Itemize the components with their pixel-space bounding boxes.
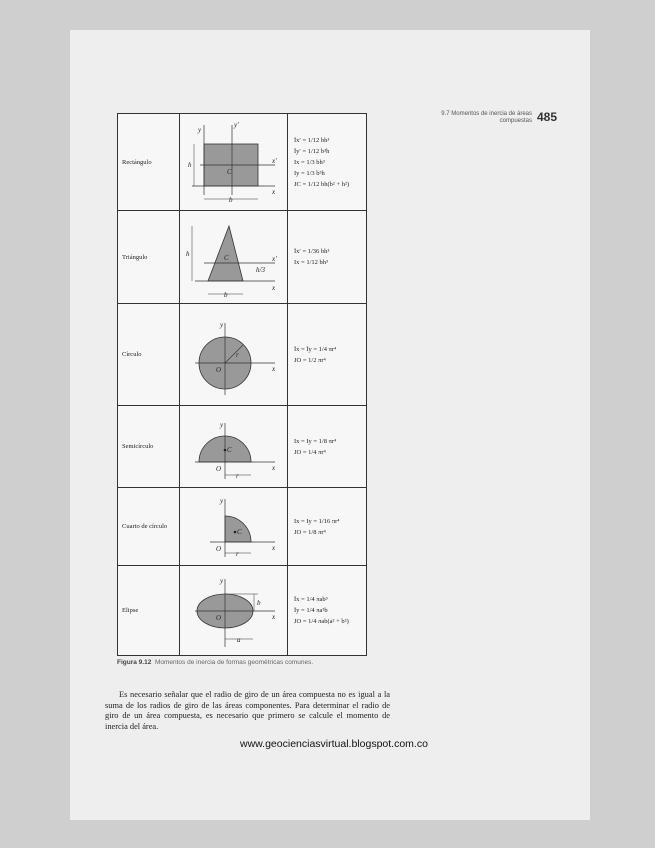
formula: Ix = 1/3 bh³ xyxy=(294,158,325,166)
svg-text:x′: x′ xyxy=(271,255,277,263)
svg-text:O: O xyxy=(216,366,221,374)
running-header: 9.7 Momentos de inercia de áreas compues… xyxy=(441,111,532,124)
svg-text:y: y xyxy=(219,321,224,329)
caption-text: Momentos de inercia de formas geométrica… xyxy=(154,659,314,666)
formulas: Īx′ = 1/12 bh³ Īy′ = 1/12 b³h Ix = 1/3 bh³… xyxy=(287,113,367,211)
svg-text:x: x xyxy=(271,544,276,552)
shape-name: Rectángulo xyxy=(117,113,180,211)
svg-text:C: C xyxy=(237,528,242,536)
svg-text:y: y xyxy=(219,577,224,585)
svg-text:x: x xyxy=(271,464,276,472)
svg-text:x′: x′ xyxy=(271,157,277,165)
figure-caption: Figura 9.12 Momentos de inercia de forma… xyxy=(117,659,313,666)
formula: Ix = 1/12 bh³ xyxy=(294,259,328,266)
svg-text:y: y xyxy=(197,126,202,134)
svg-text:x: x xyxy=(271,188,276,196)
formula: Īx′ = 1/12 bh³ xyxy=(294,136,330,144)
shape-name: Círculo xyxy=(117,303,180,406)
shape-name: Cuarto de círculo xyxy=(117,487,180,566)
formulas: Ix = Iy = 1/16 πr⁴ JO = 1/8 πr⁴ xyxy=(287,487,367,566)
formula: Īx = 1/4 πab³ xyxy=(294,596,328,603)
formula: JO = 1/4 πab(a² + b²) xyxy=(294,618,349,625)
formula: JO = 1/8 πr⁴ xyxy=(294,528,326,536)
formula: JO = 1/2 πr⁴ xyxy=(294,356,326,364)
formula: Īy = 1/4 πa³b xyxy=(294,607,328,614)
svg-text:r: r xyxy=(236,472,239,480)
svg-text:C: C xyxy=(227,168,232,176)
svg-text:h: h xyxy=(188,161,192,169)
svg-text:x: x xyxy=(271,365,276,373)
svg-text:a: a xyxy=(237,636,241,644)
svg-text:O: O xyxy=(216,614,221,622)
shape-name: Semicírculo xyxy=(117,405,180,488)
formulas: Ix = Iy = 1/8 πr⁴ JO = 1/4 πr⁴ xyxy=(287,405,367,488)
shape-name: Elipse xyxy=(117,565,180,656)
formulas: Īx = Īy = 1/4 πr⁴ JO = 1/2 πr⁴ xyxy=(287,303,367,406)
formula: JC = 1/12 bh(b² + h²) xyxy=(294,180,350,188)
caption-label: Figura 9.12 xyxy=(117,659,152,666)
svg-text:y: y xyxy=(219,497,224,505)
svg-text:x: x xyxy=(271,613,276,621)
svg-text:b: b xyxy=(257,599,261,607)
formulas: Īx = 1/4 πab³ Īy = 1/4 πa³b JO = 1/4 πab(a… xyxy=(287,565,367,656)
formula: Ix = Iy = 1/16 πr⁴ xyxy=(294,517,340,525)
svg-text:x: x xyxy=(271,284,276,292)
svg-text:r: r xyxy=(236,550,239,558)
formula: Īx = Īy = 1/4 πr⁴ xyxy=(294,345,337,353)
body-paragraph: Es necesario señalar que el radio de gir… xyxy=(105,690,390,731)
svg-text:O: O xyxy=(216,545,221,553)
formula: Īy′ = 1/12 b³h xyxy=(294,147,330,155)
watermark-url: www.geocienciasvirtual.blogspot.com.co xyxy=(240,738,428,750)
svg-text:C: C xyxy=(224,254,229,262)
formula: Ix = Iy = 1/8 πr⁴ xyxy=(294,437,337,445)
svg-text:y′: y′ xyxy=(233,121,239,129)
svg-text:O: O xyxy=(216,465,221,473)
formula: Īx′ = 1/36 bh³ xyxy=(294,248,330,255)
page-number: 485 xyxy=(537,110,558,124)
svg-text:h: h xyxy=(186,250,190,258)
svg-text:r: r xyxy=(236,351,239,359)
svg-text:h/3: h/3 xyxy=(256,266,265,274)
shape-name: Triángulo xyxy=(117,210,180,304)
formulas: Īx′ = 1/36 bh³ Ix = 1/12 bh³ xyxy=(287,210,367,304)
formula: JO = 1/4 πr⁴ xyxy=(294,448,326,456)
svg-text:y: y xyxy=(219,421,224,429)
svg-text:C: C xyxy=(227,446,232,454)
svg-text:b: b xyxy=(229,196,233,204)
formula: Iy = 1/3 b³h xyxy=(294,169,325,177)
svg-text:b: b xyxy=(224,291,228,299)
